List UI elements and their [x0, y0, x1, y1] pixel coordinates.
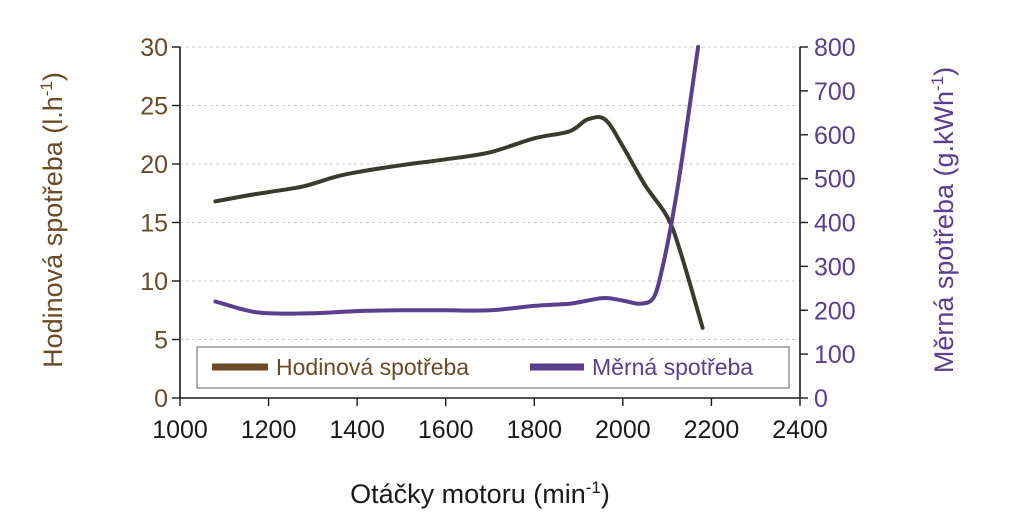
- x-tick-label: 1400: [329, 416, 385, 444]
- right-y-tick-label: 0: [814, 385, 828, 413]
- x-tick-label: 2400: [772, 416, 828, 444]
- x-tick-label: 1000: [152, 416, 208, 444]
- x-tick-labels: 1000 1200 1400 1600 1800 2000 2200 2400: [152, 398, 828, 444]
- left-y-tick-label: 20: [140, 151, 168, 179]
- right-y-tick-label: 500: [814, 166, 856, 194]
- x-tick-label: 1200: [241, 416, 297, 444]
- left-y-tick-label: 15: [140, 210, 168, 238]
- legend: Hodinová spotřeba Měrná spotřeba: [196, 346, 790, 389]
- legend-label-merna: Měrná spotřeba: [592, 354, 753, 380]
- right-y-tick-label: 400: [814, 210, 856, 238]
- left-y-tick-label: 0: [154, 385, 168, 413]
- right-y-tick-label: 700: [814, 78, 856, 106]
- left-y-tick-label: 10: [140, 268, 168, 296]
- x-axis-title: Otáčky motoru (min-1): [350, 478, 610, 509]
- x-tick-label: 2200: [684, 416, 740, 444]
- x-tick-label: 2000: [595, 416, 651, 444]
- right-y-tick-label: 100: [814, 341, 856, 369]
- legend-label-hodinova: Hodinová spotřeba: [276, 354, 469, 380]
- left-y-tick-labels: 0 5 10 15 20 25 30: [140, 34, 180, 413]
- x-tick-label: 1600: [418, 416, 474, 444]
- legend-box: [196, 346, 790, 389]
- left-y-axis-title: Hodinová spotřeba (l.h-1): [37, 72, 68, 368]
- right-y-tick-label: 600: [814, 122, 856, 150]
- series-lines: [213, 45, 705, 330]
- series-line-merna: [213, 45, 701, 316]
- right-y-tick-labels: 0 100 200 300 400 500 600 700 800: [800, 34, 856, 413]
- right-y-tick-label: 800: [814, 34, 856, 62]
- left-y-tick-label: 30: [140, 34, 168, 62]
- left-y-tick-label: 5: [154, 327, 168, 355]
- right-y-axis-title: Měrná spotřeba (g.kWh-1): [928, 67, 959, 373]
- left-y-tick-label: 25: [140, 93, 168, 121]
- series-line-hodinova: [213, 115, 705, 330]
- right-y-tick-label: 200: [814, 297, 856, 325]
- x-tick-label: 1800: [506, 416, 562, 444]
- right-y-tick-label: 300: [814, 253, 856, 281]
